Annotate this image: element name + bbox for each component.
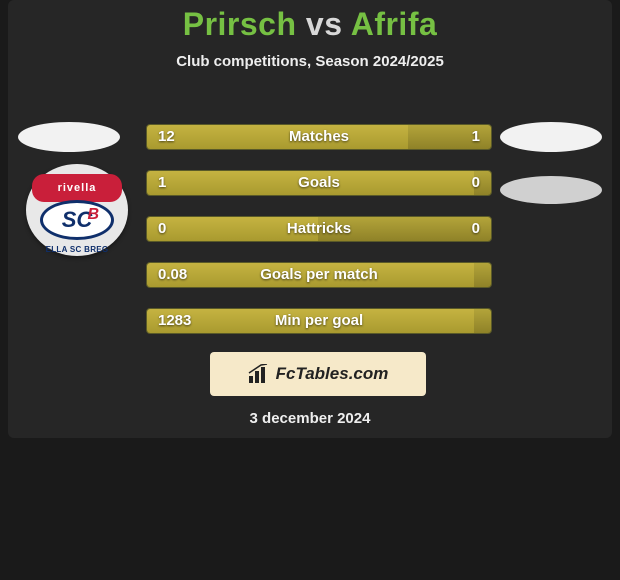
stat-value-left: 1 — [158, 168, 166, 198]
stat-label: Min per goal — [144, 306, 494, 336]
title-player-right: Afrifa — [351, 6, 438, 42]
stat-label: Matches — [144, 122, 494, 152]
stat-value-left: 1283 — [158, 306, 191, 336]
subtitle: Club competitions, Season 2024/2025 — [8, 53, 612, 70]
stat-row: Matches12 1 — [144, 122, 494, 152]
club-logo-band: rivella — [32, 174, 122, 202]
stat-label: Goals per match — [144, 260, 494, 290]
stat-row: Hattricks0 0 — [144, 214, 494, 244]
stat-row: Goals per match0.08 — [144, 260, 494, 290]
title-vs: vs — [306, 6, 343, 42]
stat-row: Goals1 0 — [144, 168, 494, 198]
stat-label: Hattricks — [144, 214, 494, 244]
club-logo-under-text: ELLA SC BREG — [26, 245, 128, 254]
branding-text: FcTables.com — [276, 364, 389, 384]
stat-value-right: 0 — [472, 214, 480, 244]
page-title: Prirsch vs Afrifa — [8, 0, 612, 43]
player-badge-right — [500, 122, 602, 152]
date-label: 3 december 2024 — [8, 410, 612, 427]
club-logo-mid: SC B — [40, 200, 114, 240]
stats-panel: Prirsch vs Afrifa Club competitions, Sea… — [8, 0, 612, 438]
stat-value-right: 0 — [472, 168, 480, 198]
stat-row: Min per goal1283 — [144, 306, 494, 336]
player-badge-right-secondary — [500, 176, 602, 204]
stat-value-left: 0 — [158, 214, 166, 244]
player-badge-left — [18, 122, 120, 152]
title-player-left: Prirsch — [183, 6, 297, 42]
bar-chart-icon — [248, 364, 272, 384]
branding-box: FcTables.com — [210, 352, 426, 396]
stat-value-left: 0.08 — [158, 260, 187, 290]
club-logo-accent-text: B — [87, 206, 99, 224]
club-logo: rivella SC B ELLA SC BREG — [26, 164, 128, 256]
stat-label: Goals — [144, 168, 494, 198]
stat-value-left: 12 — [158, 122, 175, 152]
stat-value-right: 1 — [472, 122, 480, 152]
stat-bars: Matches121Goals10Hattricks00Goals per ma… — [144, 122, 494, 352]
